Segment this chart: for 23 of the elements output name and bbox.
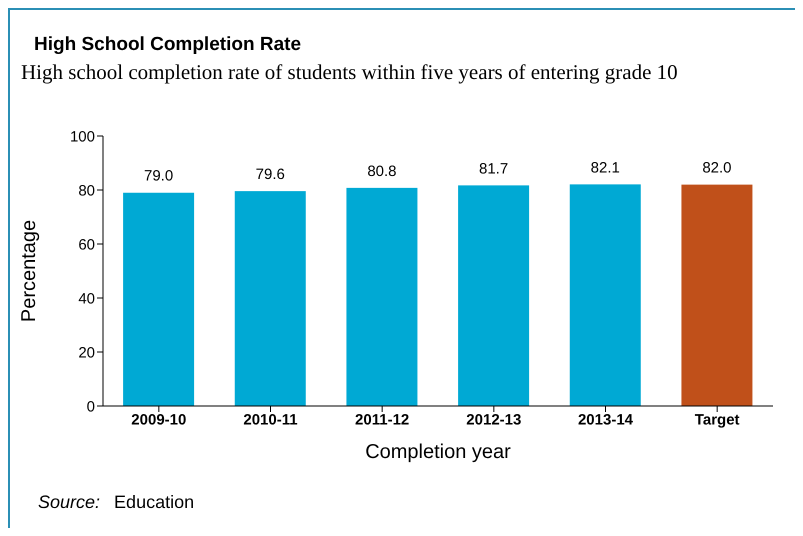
- data-label: 79.0: [144, 168, 174, 185]
- x-tick-label: 2013-14: [578, 412, 634, 429]
- data-label: 80.8: [367, 162, 397, 180]
- x-axis-title: Completion year: [365, 441, 512, 463]
- x-tick-label: 2009-10: [131, 412, 186, 429]
- y-tick-label: 80: [78, 182, 95, 200]
- data-label: 81.7: [479, 160, 508, 178]
- chart-subtitle: High school completion rate of students within five years of entering grade 10: [21, 60, 679, 84]
- y-tick-label: 40: [78, 290, 95, 308]
- chart-title: High School Completion Rate: [34, 34, 302, 56]
- x-tick-label: Target: [694, 412, 740, 429]
- y-tick-label: 0: [86, 398, 95, 416]
- source-note: Source: Education: [38, 492, 194, 512]
- x-tick-label: 2010-11: [243, 412, 298, 429]
- data-label: 79.6: [256, 166, 285, 184]
- y-axis-title: Percentage: [18, 220, 40, 322]
- x-tick-label: 2011-12: [355, 412, 410, 429]
- x-tick-label: 2012-13: [466, 412, 522, 429]
- y-tick-label: 60: [78, 236, 95, 254]
- y-tick-label: 100: [70, 128, 95, 146]
- data-label: 82.0: [702, 160, 732, 177]
- data-label: 82.1: [590, 159, 620, 176]
- y-tick-label: 20: [78, 344, 95, 362]
